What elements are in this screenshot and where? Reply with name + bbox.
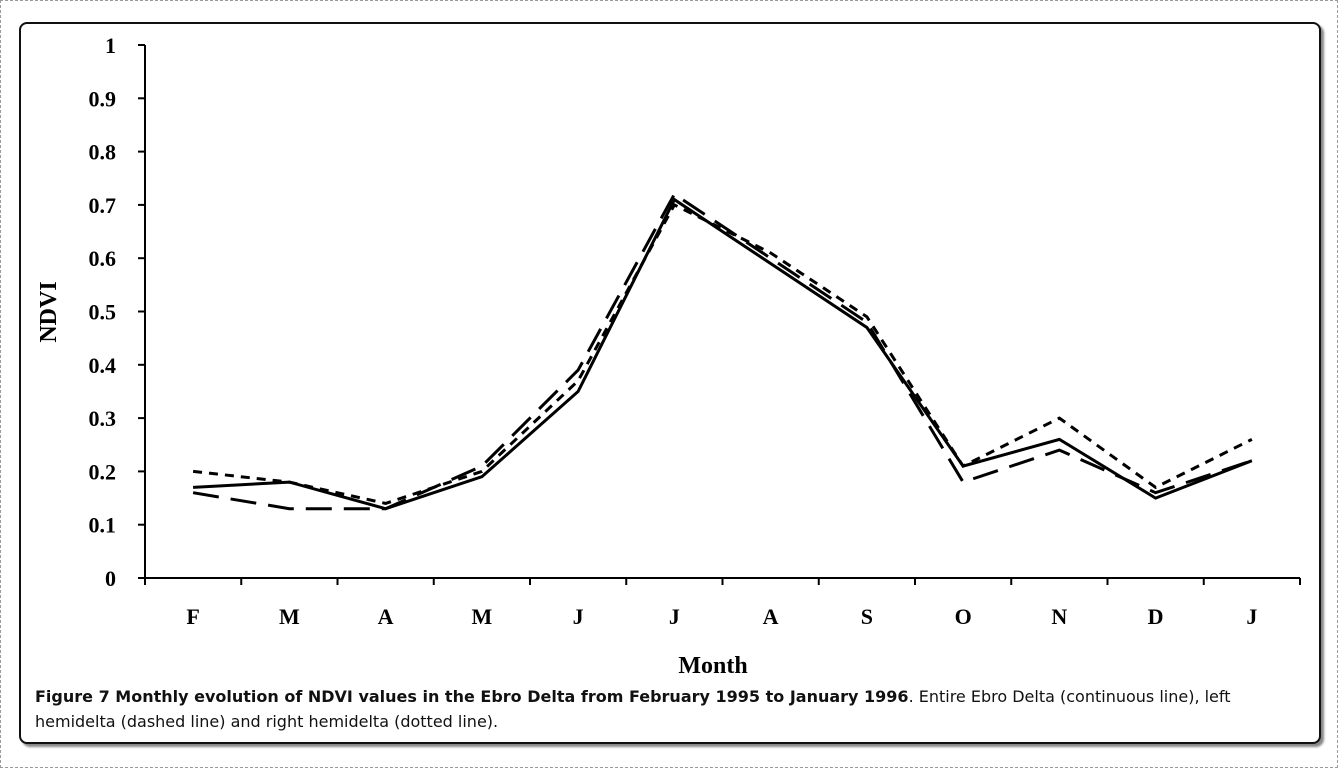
- y-tick-label: 0.4: [89, 353, 117, 378]
- caption-title: Figure 7 Monthly evolution of NDVI value…: [35, 687, 909, 706]
- series-line-dotted: [192, 202, 1253, 505]
- x-tick-label: J: [573, 604, 584, 629]
- x-tick-label: S: [861, 604, 873, 629]
- x-tick-label: N: [1051, 604, 1067, 629]
- y-tick-label: 0.1: [89, 513, 117, 538]
- x-tick-label: A: [763, 604, 779, 629]
- chart-axes: [138, 44, 1301, 585]
- y-tick-label: 0.5: [89, 300, 117, 325]
- series-lines: [192, 192, 1253, 511]
- y-tick-label: 0.6: [89, 246, 117, 271]
- x-tick-label: J: [1246, 604, 1257, 629]
- y-tick-label: 0.9: [89, 86, 117, 111]
- y-tick-label: 0: [105, 566, 116, 591]
- figure-frame: [19, 22, 1321, 744]
- series-line-dashed: [192, 192, 1253, 511]
- y-tick-label: 0.3: [89, 406, 117, 431]
- y-tick-label: 0.8: [89, 140, 117, 165]
- figure-caption: Figure 7 Monthly evolution of NDVI value…: [35, 684, 1310, 734]
- y-axis-label: NDVI: [36, 281, 62, 342]
- y-tick-label: 0.7: [89, 193, 117, 218]
- x-axis-label: Month: [678, 653, 747, 679]
- caption-description: . Entire Ebro Delta (continuous line), l…: [35, 687, 1231, 731]
- series-line-solid: [193, 197, 1253, 511]
- x-tick-label: A: [378, 604, 394, 629]
- x-tick-label: J: [669, 604, 680, 629]
- x-tick-label: F: [186, 604, 199, 629]
- x-tick-label: M: [279, 604, 300, 629]
- x-tick-label: M: [471, 604, 492, 629]
- y-tick-labels: 0 0.1 0.2 0.3 0.4 0.5 0.6 0.7 0.8 0.9 1: [89, 33, 117, 591]
- y-tick-label: 0.2: [89, 459, 117, 484]
- x-tick-label: D: [1148, 604, 1164, 629]
- x-tick-label: O: [955, 604, 972, 629]
- y-tick-label: 1: [105, 33, 116, 58]
